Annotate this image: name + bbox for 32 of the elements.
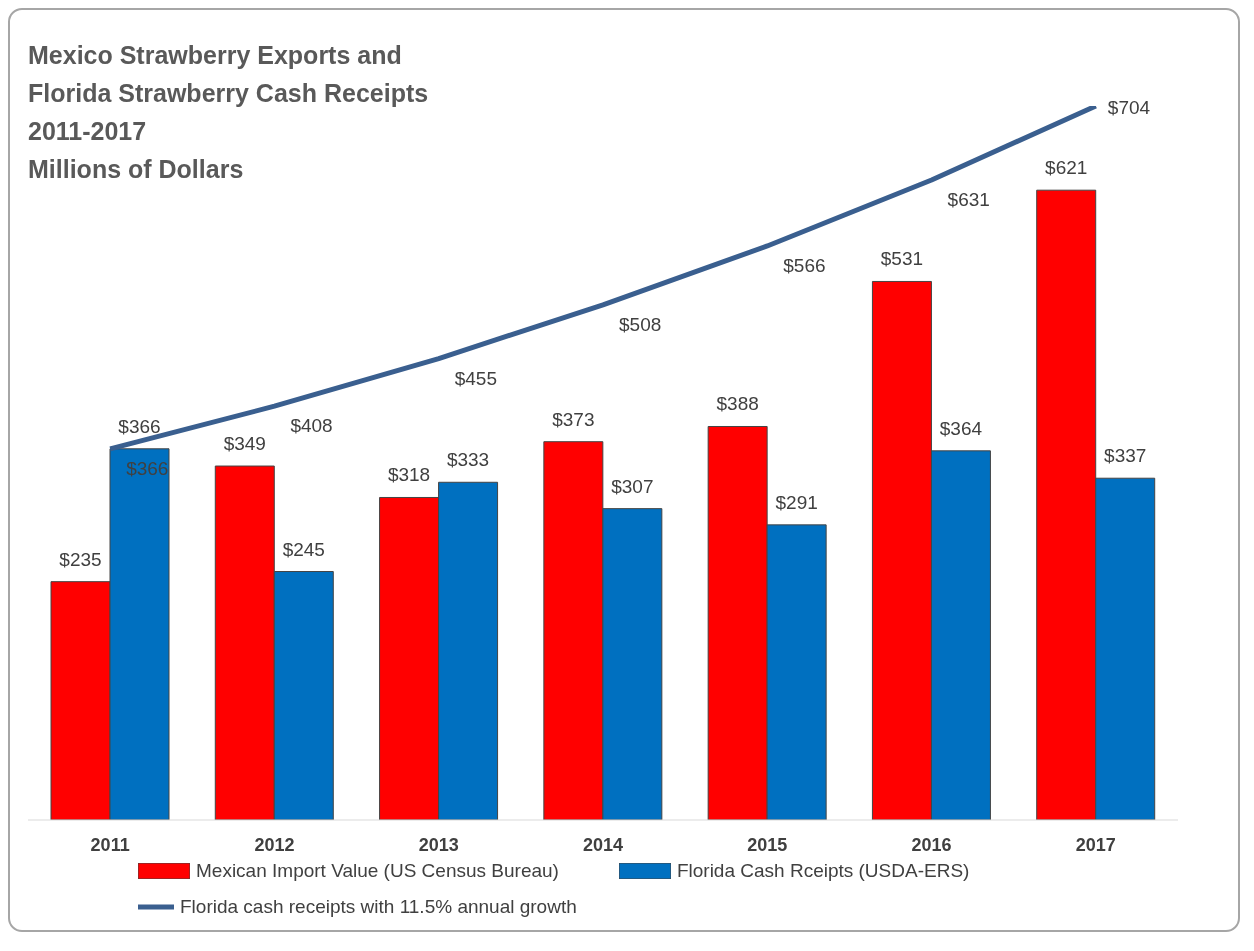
data-label: $631 xyxy=(947,189,990,211)
x-tick-label: 2013 xyxy=(418,834,459,855)
data-label: $366 xyxy=(126,457,169,479)
x-tick-label: 2011 xyxy=(90,834,130,855)
data-label: $245 xyxy=(282,538,325,560)
data-label: $349 xyxy=(223,433,266,455)
data-label: $373 xyxy=(552,408,595,430)
data-label: $364 xyxy=(939,417,983,439)
data-label: $318 xyxy=(387,464,431,486)
data-label: $621 xyxy=(1045,157,1088,179)
data-label: $337 xyxy=(1104,445,1147,467)
x-tick-label: 2017 xyxy=(1075,834,1116,855)
legend-label: Florida cash receipts with 11.5% annual growth xyxy=(180,896,577,918)
data-label: $704 xyxy=(1107,97,1151,118)
data-label: $508 xyxy=(619,313,662,335)
legend-label: Florida Cash Rceipts (USDA-ERS) xyxy=(676,860,970,882)
data-label: $408 xyxy=(290,415,333,437)
data-label: $235 xyxy=(59,548,102,570)
data-label: $455 xyxy=(454,367,497,389)
data-label: $566 xyxy=(783,254,826,276)
x-tick-label: 2014 xyxy=(582,834,624,855)
data-label: $366 xyxy=(118,415,161,437)
x-tick-label: 2015 xyxy=(747,834,788,855)
data-label: $388 xyxy=(716,393,759,415)
x-tick-label: 2012 xyxy=(254,834,295,855)
data-label: $307 xyxy=(611,475,654,497)
data-label: $531 xyxy=(880,248,924,270)
x-tick-label: 2016 xyxy=(911,834,952,855)
legend-label: Mexican Import Value (US Census Bureau) xyxy=(196,860,559,882)
data-label: $333 xyxy=(446,449,490,471)
chart-title: Mexico Strawberry Exports and Florida Strawberry Cash Receipts 2011-2017 Millions of Dollars xyxy=(28,40,429,185)
data-label: $291 xyxy=(775,491,818,513)
